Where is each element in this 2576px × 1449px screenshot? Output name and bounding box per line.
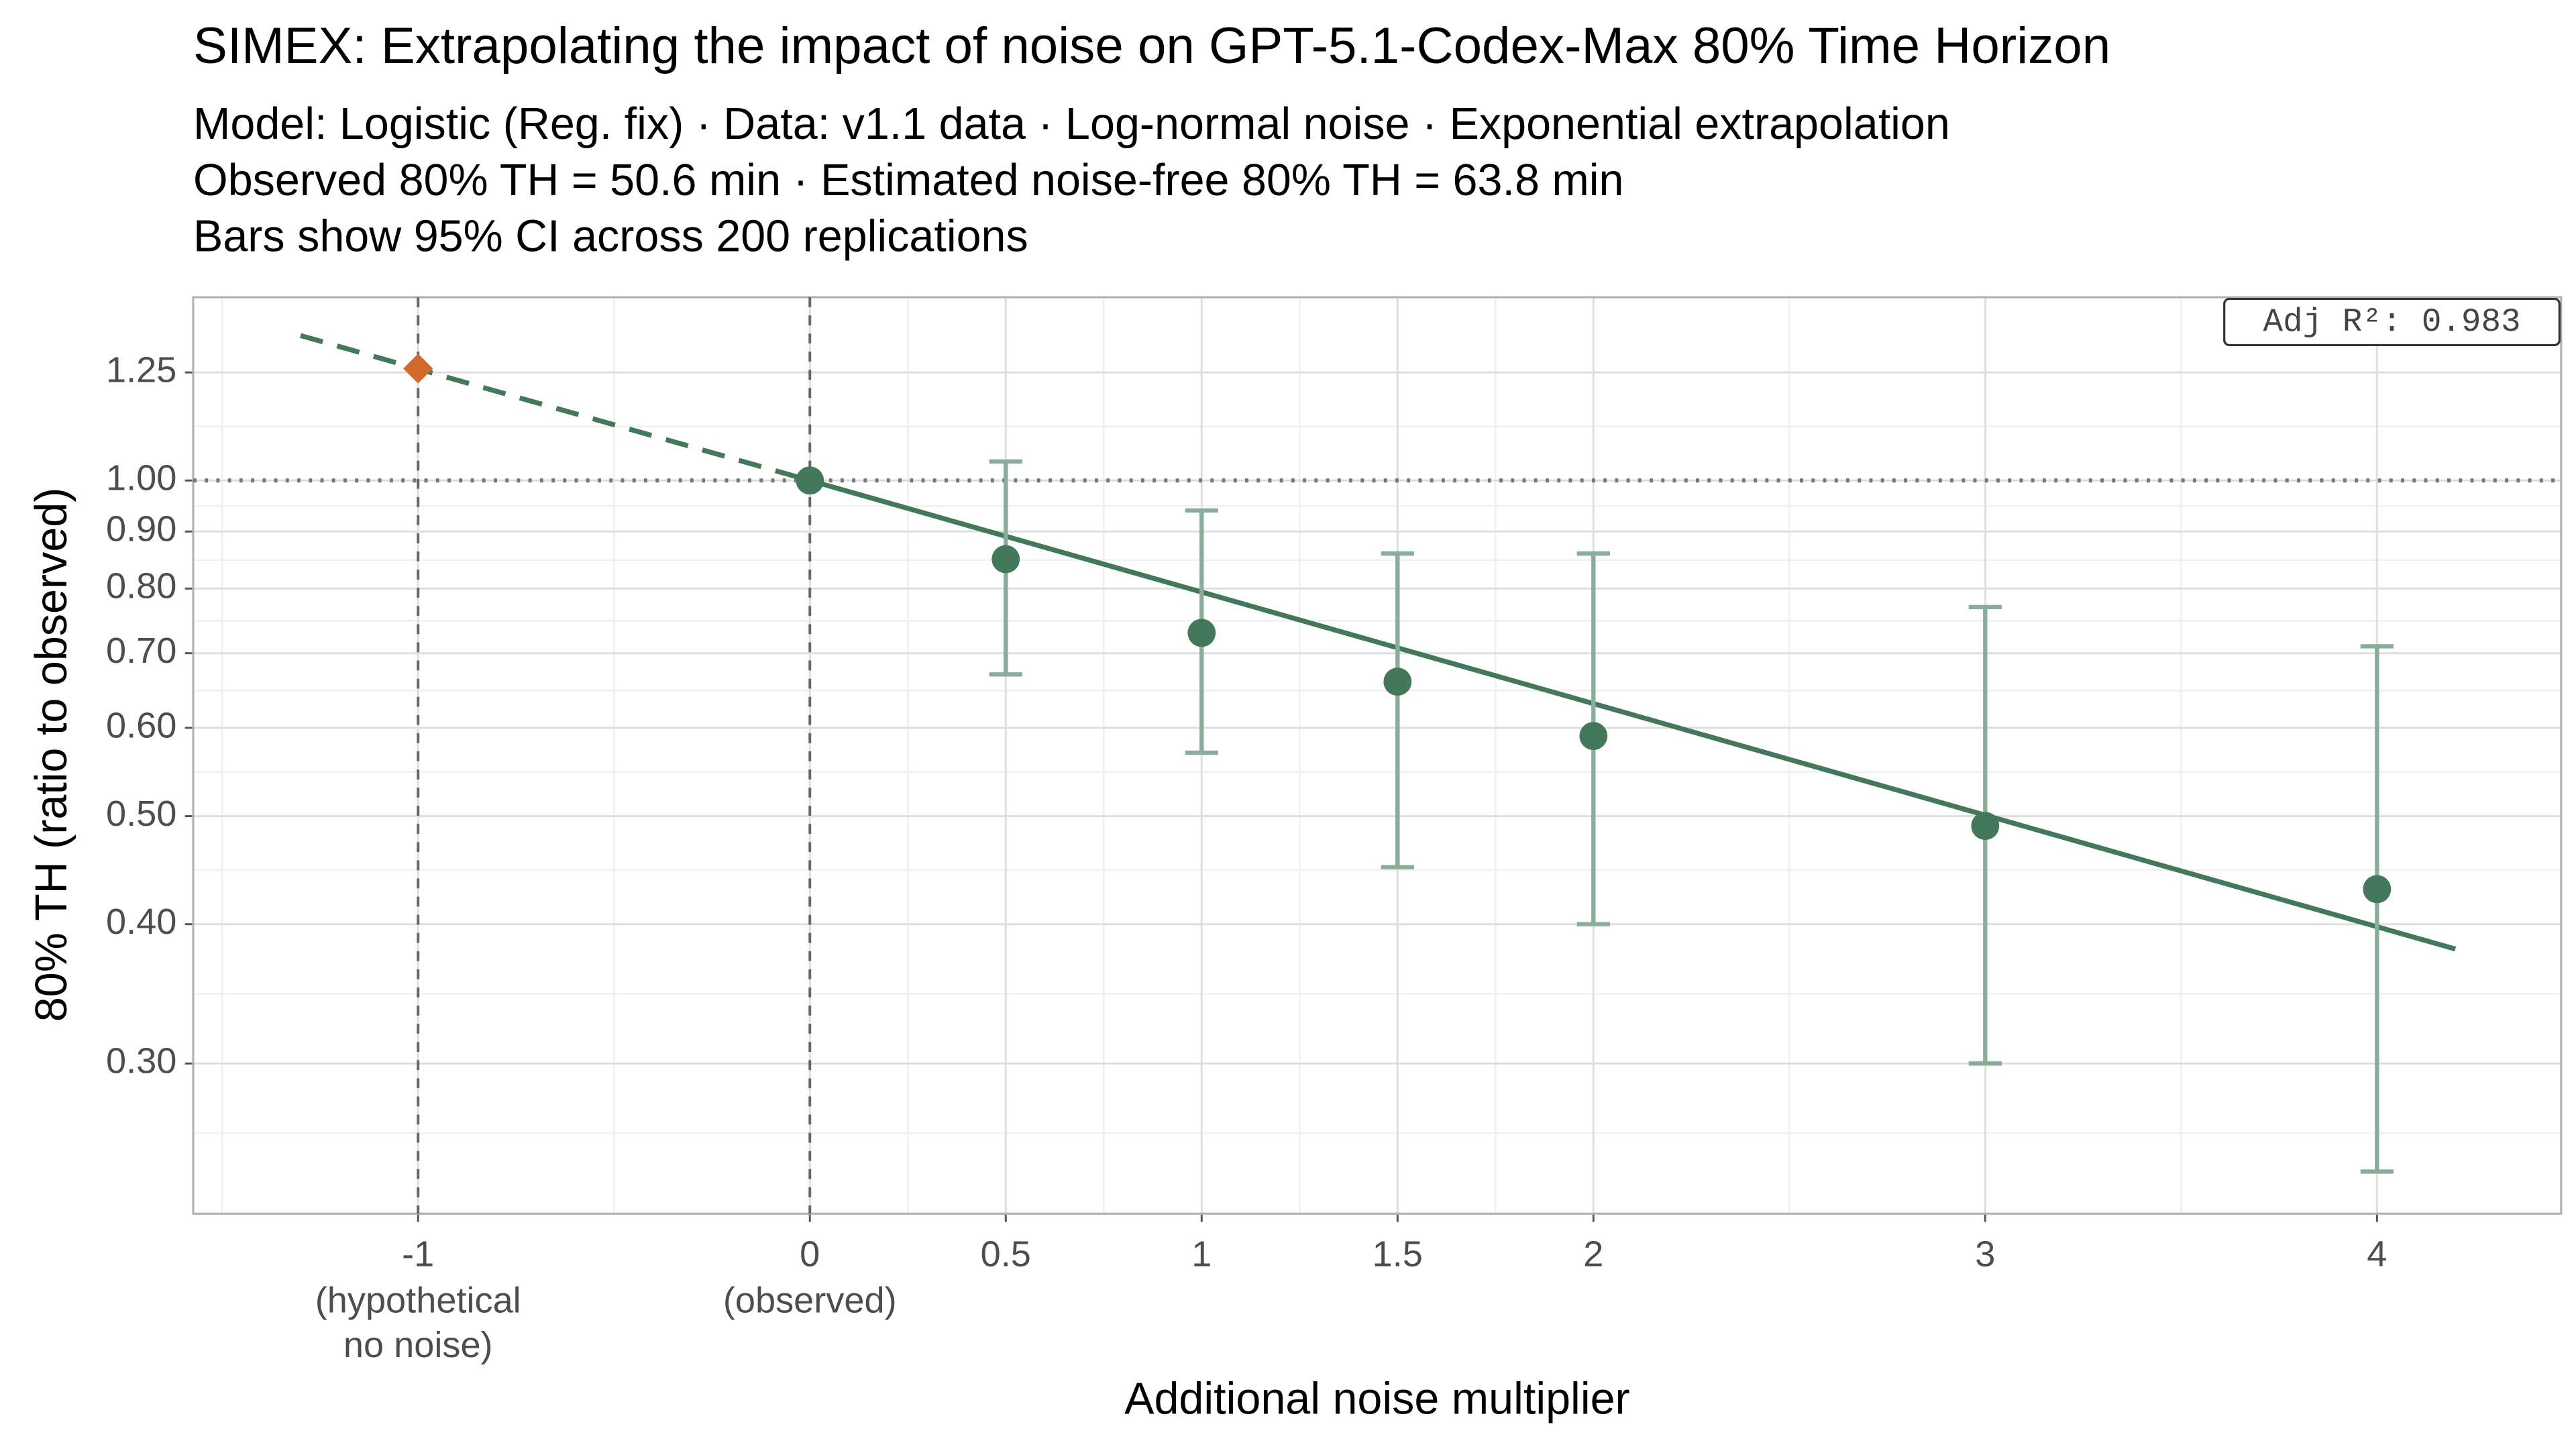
y-tick-label: 0.50 <box>106 794 176 834</box>
x-tick-label: 1 <box>1191 1234 1212 1275</box>
point <box>991 545 1020 574</box>
x-tick-label: 0.5 <box>981 1234 1031 1275</box>
x-tick-note: (observed) <box>723 1280 897 1320</box>
error-bar <box>2360 644 2394 1174</box>
chart-title: SIMEX: Extrapolating the impact of noise… <box>193 17 2110 74</box>
point <box>1971 812 2000 841</box>
x-tick-note: (hypothetical <box>315 1280 521 1320</box>
y-axis-title: 80% TH (ratio to observed) <box>27 488 76 1022</box>
x-tick-label: 0 <box>800 1234 820 1275</box>
x-tick-label: 1.5 <box>1373 1234 1423 1275</box>
x-tick-label: 3 <box>1975 1234 1995 1275</box>
point <box>1187 619 1216 647</box>
y-tick-label: 0.70 <box>106 631 176 671</box>
y-tick-label: 0.30 <box>106 1041 176 1081</box>
x-tick-label: 2 <box>1583 1234 1603 1275</box>
extrapolation-line <box>300 333 811 483</box>
x-tick-label: -1 <box>402 1234 434 1275</box>
point <box>1579 722 1608 751</box>
y-tick-label: 0.60 <box>106 705 176 745</box>
subtitle: Observed 80% TH = 50.6 min · Estimated n… <box>193 156 1623 205</box>
annotation: Adj R²: 0.983 <box>2263 303 2521 341</box>
plot-layer <box>193 297 2561 1214</box>
y-tick-label: 1.25 <box>106 350 176 390</box>
y-tick-label: 0.90 <box>106 509 176 549</box>
subtitle: Bars show 95% CI across 200 replications <box>193 211 1028 261</box>
error-bar <box>1381 551 1414 869</box>
y-tick-label: 0.40 <box>106 902 176 942</box>
x-axis-title: Additional noise multiplier <box>1124 1374 1630 1424</box>
extrapolated-point <box>403 354 433 384</box>
point <box>1383 667 1412 696</box>
fit-line <box>809 478 2457 952</box>
y-tick-label: 1.00 <box>106 458 176 498</box>
subtitle: Model: Logistic (Reg. fix) · Data: v1.1 … <box>193 99 1950 149</box>
point <box>2363 875 2392 904</box>
y-tick-label: 0.80 <box>106 566 176 606</box>
plot-border <box>192 296 2563 1215</box>
x-tick-label: 4 <box>2367 1234 2387 1275</box>
point <box>796 466 824 495</box>
x-tick-note: no noise) <box>343 1325 493 1365</box>
annotation-box <box>2223 297 2561 347</box>
